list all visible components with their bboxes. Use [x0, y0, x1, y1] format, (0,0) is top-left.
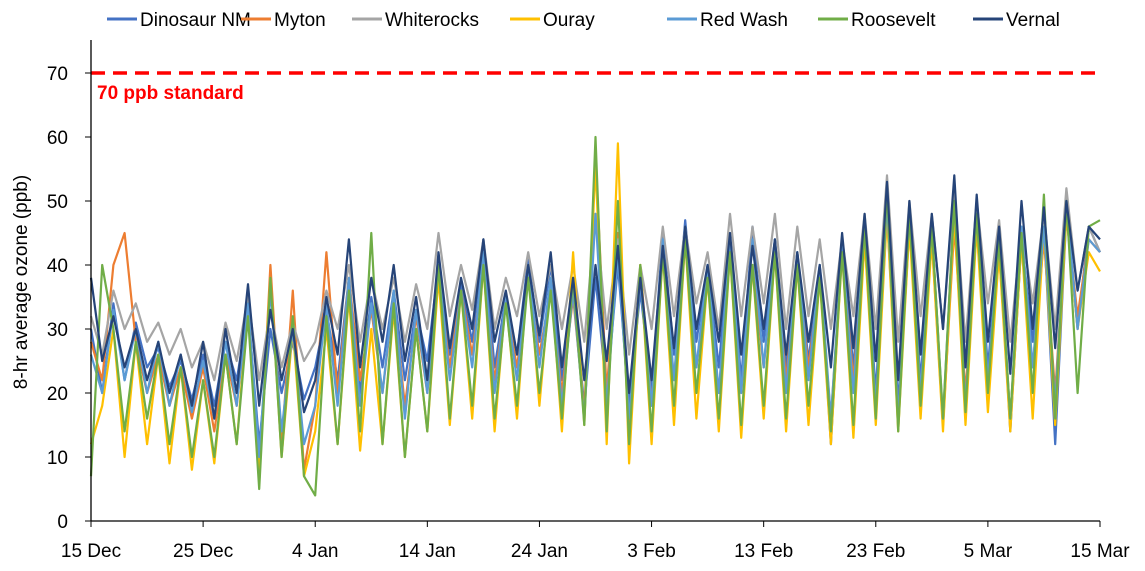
y-tick-label: 0: [57, 512, 68, 533]
legend-item-red-wash: Red Wash: [667, 10, 788, 31]
x-tick-label: 5 Mar: [964, 541, 1013, 562]
x-tick-label: 15 Dec: [61, 541, 121, 562]
x-tick-label: 4 Jan: [292, 541, 338, 562]
legend-label: Roosevelt: [851, 10, 936, 31]
legend-item-ouray: Ouray: [510, 10, 595, 31]
legend-label: Ouray: [543, 10, 595, 31]
x-tick-label: 25 Dec: [173, 541, 233, 562]
y-tick-label: 40: [47, 256, 68, 277]
legend: Dinosaur NM Myton Whiterocks Ouray Red Wash R…: [107, 10, 1060, 31]
y-axis-title: 8-hr average ozone (ppb): [11, 175, 32, 389]
y-axis-ticks: 0 10 20 30 40 50 60 70: [47, 64, 91, 533]
y-tick-label: 30: [47, 320, 68, 341]
x-tick-label: 13 Feb: [734, 541, 793, 562]
x-tick-label: 3 Feb: [627, 541, 676, 562]
y-tick-label: 20: [47, 384, 68, 405]
legend-item-whiterocks: Whiterocks: [352, 10, 479, 31]
y-tick-label: 10: [47, 448, 68, 469]
x-tick-label: 23 Feb: [846, 541, 905, 562]
y-tick-label: 50: [47, 192, 68, 213]
x-tick-label: 24 Jan: [511, 541, 568, 562]
legend-label: Red Wash: [700, 10, 788, 31]
legend-item-dinosaur-nm: Dinosaur NM: [107, 10, 251, 31]
legend-label: Vernal: [1006, 10, 1060, 31]
legend-label: Dinosaur NM: [140, 10, 251, 31]
x-tick-label: 15 Mar: [1070, 541, 1130, 562]
series-line-vernal: [89, 174, 1101, 420]
y-tick-label: 60: [47, 128, 68, 149]
y-tick-label: 70: [47, 64, 68, 85]
legend-label: Whiterocks: [385, 10, 479, 31]
legend-item-roosevelt: Roosevelt: [818, 10, 936, 31]
series-lines: [89, 135, 1102, 497]
legend-item-myton: Myton: [241, 10, 326, 31]
legend-label: Myton: [274, 10, 326, 31]
x-tick-label: 14 Jan: [399, 541, 456, 562]
legend-item-vernal: Vernal: [973, 10, 1060, 31]
reference-line-label: 70 ppb standard: [97, 83, 244, 104]
series-line-roosevelt: [89, 135, 1101, 497]
x-axis-ticks: 15 Dec 25 Dec 4 Jan 14 Jan 24 Jan 3 Feb 13 Feb…: [61, 521, 1130, 562]
